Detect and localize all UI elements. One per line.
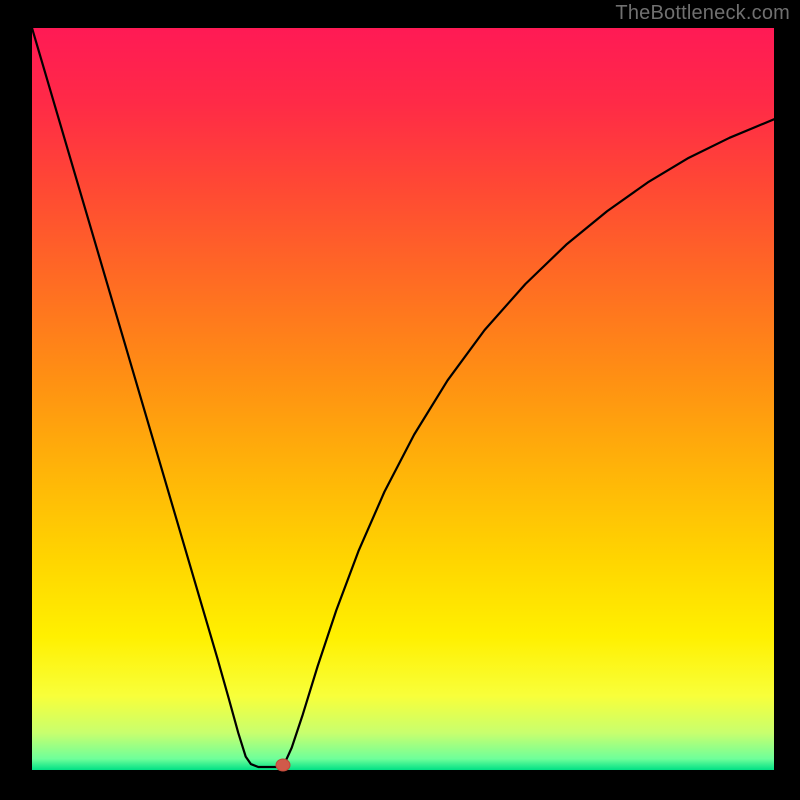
bottleneck-curve [32,28,774,770]
plot-area [32,28,774,770]
watermark-text: TheBottleneck.com [615,2,790,25]
chart-container: TheBottleneck.com [0,0,800,800]
optimal-point-marker [275,758,290,771]
